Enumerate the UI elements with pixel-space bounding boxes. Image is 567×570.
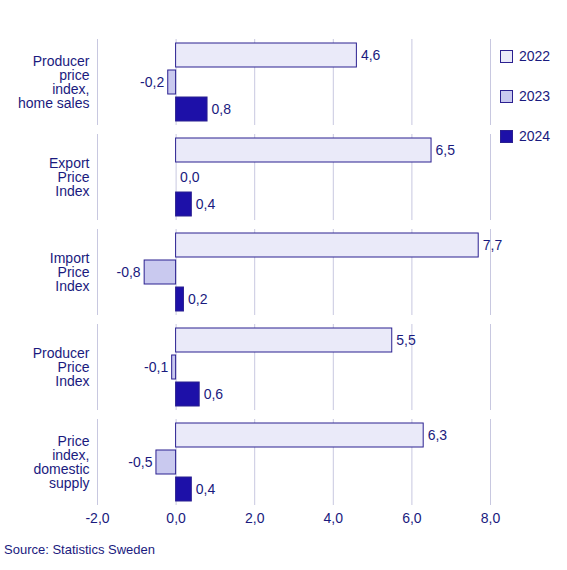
html-text:2024: 2024 xyxy=(519,128,551,144)
html-text:2022: 2022 xyxy=(519,48,551,64)
svg-text:6,0: 6,0 xyxy=(402,510,422,526)
html-text:2023: 2023 xyxy=(519,88,551,104)
svg-text:-2,0: -2,0 xyxy=(85,510,109,526)
svg-text:5,5: 5,5 xyxy=(396,332,416,348)
svg-text:-0,1: -0,1 xyxy=(144,359,168,375)
svg-text:4,0: 4,0 xyxy=(324,510,344,526)
svg-text:4,6: 4,6 xyxy=(361,47,381,63)
svg-text:2,0: 2,0 xyxy=(245,510,265,526)
svg-text:0,0: 0,0 xyxy=(180,169,200,185)
svg-text:Producerpriceindex,home sales: Producerpriceindex,home sales xyxy=(18,53,90,111)
svg-text:-0,8: -0,8 xyxy=(117,264,141,280)
svg-text:-0,2: -0,2 xyxy=(140,74,164,90)
svg-text:ProducerPriceIndex: ProducerPriceIndex xyxy=(33,345,90,389)
svg-text:0,4: 0,4 xyxy=(196,196,216,212)
svg-text:ExportPriceIndex: ExportPriceIndex xyxy=(49,155,90,199)
svg-text:ImportPriceIndex: ImportPriceIndex xyxy=(50,250,90,294)
svg-text:-0,5: -0,5 xyxy=(128,454,152,470)
svg-text:7,7: 7,7 xyxy=(483,237,503,253)
svg-text:8,0: 8,0 xyxy=(481,510,501,526)
svg-text:Priceindex,domesticsupply: Priceindex,domesticsupply xyxy=(33,433,89,491)
svg-text:0,6: 0,6 xyxy=(204,386,224,402)
svg-text:6,3: 6,3 xyxy=(428,427,448,443)
svg-text:0,4: 0,4 xyxy=(196,481,216,497)
svg-text:0,0: 0,0 xyxy=(166,510,186,526)
html-text:Source: Statistics Sweden: Source: Statistics Sweden xyxy=(4,542,155,557)
svg-text:6,5: 6,5 xyxy=(436,142,456,158)
svg-text:0,2: 0,2 xyxy=(188,291,208,307)
svg-text:0,8: 0,8 xyxy=(212,101,232,117)
